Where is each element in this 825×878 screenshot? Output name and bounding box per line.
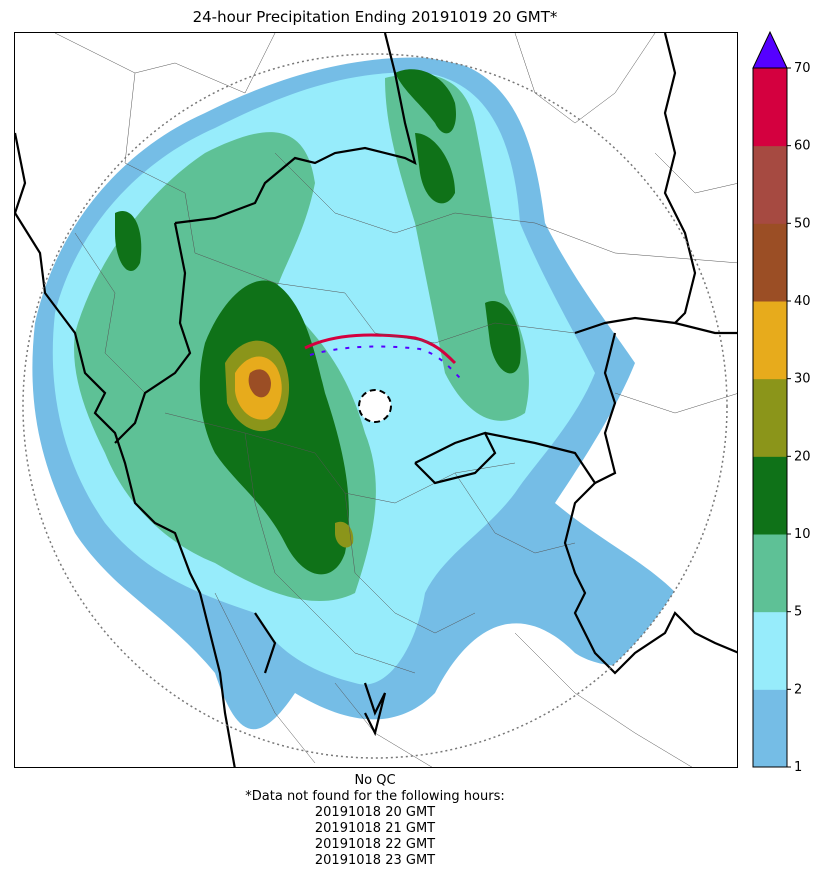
precip-band-60-70 xyxy=(304,333,457,365)
colorbar-extend-arrow xyxy=(752,30,788,69)
state-boundary xyxy=(15,132,236,767)
precip-band-40-50 xyxy=(248,369,271,398)
district-boundary xyxy=(74,232,146,394)
district-boundary xyxy=(214,592,316,764)
qc-status: No QC xyxy=(354,773,396,788)
precip-band-10-20 xyxy=(485,301,521,374)
district-boundaries xyxy=(54,33,737,767)
map-canvas xyxy=(15,33,737,767)
precip-band-10-20 xyxy=(115,211,142,272)
colorbar: 1 2 5 10 20 30 40 50 60 70 xyxy=(752,30,822,775)
colorbar-tick-label: 10 xyxy=(794,527,811,542)
colorbar-segment xyxy=(753,611,787,690)
colorbar-tick-label: 30 xyxy=(794,372,811,387)
colorbar-segment xyxy=(753,68,787,147)
precip-band-10-20 xyxy=(415,133,455,204)
precipitation-field xyxy=(32,57,706,730)
district-boundary xyxy=(654,152,737,194)
district-boundary xyxy=(454,472,576,554)
colorbar-tick-label: 60 xyxy=(794,139,811,154)
colorbar-segment xyxy=(753,456,787,535)
missing-hour-2: 20191018 21 GMT xyxy=(314,821,436,836)
state-boundaries xyxy=(15,33,737,767)
district-boundary xyxy=(344,492,476,634)
colorbar-tick-label: 2 xyxy=(794,682,802,697)
colorbar-segment xyxy=(753,145,787,224)
map-footer: No QC *Data not found for the following … xyxy=(0,773,750,869)
state-boundary xyxy=(363,682,387,737)
district-boundary xyxy=(194,252,576,344)
map-title: 24-hour Precipitation Ending 20191019 20… xyxy=(192,8,558,26)
colorbar-tick-label: 40 xyxy=(794,294,811,309)
colorbar-segment xyxy=(753,378,787,457)
radar-range-circle xyxy=(22,53,728,759)
state-boundary xyxy=(174,33,417,225)
district-boundary xyxy=(514,632,693,767)
district-boundary xyxy=(514,33,656,124)
colorbar-tick-label: 70 xyxy=(794,61,811,76)
precip-band-extend xyxy=(309,345,461,379)
precipitation-map xyxy=(14,32,738,768)
state-boundary xyxy=(484,431,737,675)
state-boundary xyxy=(574,316,737,335)
missing-hour-3: 20191018 22 GMT xyxy=(314,837,436,852)
district-boundary xyxy=(54,33,276,94)
colorbar-segment xyxy=(753,223,787,302)
colorbar-segment xyxy=(753,301,787,380)
precip-band-10-20 xyxy=(395,69,456,134)
state-boundary xyxy=(594,332,617,484)
district-boundary xyxy=(274,152,737,264)
missing-hour-1: 20191018 20 GMT xyxy=(314,805,436,820)
colorbar-border xyxy=(752,67,788,768)
colorbar-tick-label: 1 xyxy=(794,760,802,775)
radar-blind-spot xyxy=(359,390,391,422)
colorbar-canvas: 1 2 5 10 20 30 40 50 60 70 xyxy=(752,30,811,775)
district-boundary xyxy=(244,432,416,674)
colorbar-tick-label: 5 xyxy=(794,605,802,620)
precip-band-20-30 xyxy=(335,521,354,548)
state-boundary xyxy=(114,222,192,444)
missing-data-note: *Data not found for the following hours: xyxy=(245,789,505,804)
radar-center-ring xyxy=(358,389,392,423)
colorbar-tick-label: 50 xyxy=(794,216,811,231)
missing-hour-4: 20191018 23 GMT xyxy=(314,853,436,868)
colorbar-tick-label: 20 xyxy=(794,449,811,464)
colorbar-segment xyxy=(753,534,787,613)
colorbar-segment xyxy=(753,689,787,768)
district-boundary xyxy=(614,392,737,414)
state-boundary xyxy=(254,612,277,674)
state-boundary xyxy=(663,33,697,324)
state-boundary xyxy=(414,431,497,485)
district-boundary xyxy=(124,72,196,254)
